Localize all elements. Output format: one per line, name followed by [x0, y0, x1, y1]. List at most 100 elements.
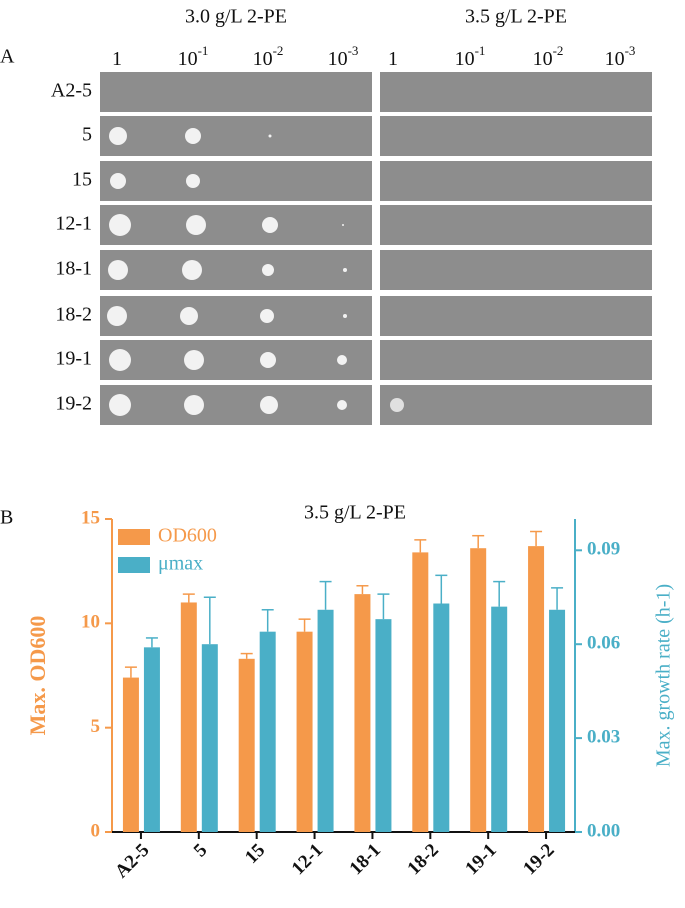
plate-strip — [380, 72, 652, 112]
plate-strip — [100, 385, 372, 425]
bar — [412, 552, 429, 832]
colony — [390, 398, 404, 412]
strain-label: 19-1 — [55, 348, 92, 370]
colony — [108, 260, 128, 280]
plate-strip — [100, 340, 372, 380]
bar — [354, 594, 371, 832]
colony — [262, 217, 278, 233]
bar — [238, 658, 255, 832]
error-bar — [261, 609, 274, 632]
x-tick-label: 18-2 — [403, 840, 442, 879]
dilution-exponent: -1 — [475, 43, 486, 58]
error-bar — [298, 618, 311, 632]
strain-label: 19-2 — [55, 393, 92, 415]
error-bar — [145, 637, 158, 648]
dilution-base: 10 — [605, 48, 625, 70]
x-tick-label: 19-2 — [519, 840, 558, 879]
error-bar — [356, 585, 369, 595]
plate-strip — [100, 116, 372, 156]
strain-label: 5 — [82, 124, 92, 146]
dilution-label: 10-2 — [533, 43, 564, 70]
y2-tick-label: 0.06 — [587, 633, 620, 654]
colony — [182, 260, 202, 280]
plate-strip — [380, 385, 652, 425]
dilution-label: 1 — [388, 48, 398, 70]
x-tick-label: 19-1 — [461, 840, 500, 879]
y-tick-label: 0 — [91, 820, 101, 841]
error-bar — [203, 596, 216, 645]
panel-label: B — [0, 507, 13, 529]
error-bar — [124, 666, 137, 678]
colony — [110, 173, 126, 189]
bar — [317, 609, 334, 832]
dilution-label: 10-1 — [178, 43, 209, 70]
dilution-base: 1 — [112, 48, 122, 70]
strain-label: 15 — [72, 169, 92, 191]
legend-label: μmax — [158, 553, 203, 575]
condition-label: 3.5 g/L 2-PE — [465, 6, 567, 28]
dilution-exponent: -1 — [198, 43, 209, 58]
dilution-exponent: -2 — [273, 43, 284, 58]
colony — [260, 309, 274, 323]
colony — [107, 306, 127, 326]
bar — [180, 602, 197, 832]
dilution-base: 10 — [178, 48, 198, 70]
colony — [262, 264, 274, 276]
bar — [143, 647, 160, 832]
bar — [491, 606, 508, 832]
strain-label: A2-5 — [51, 80, 92, 102]
plate-strip — [380, 161, 652, 201]
panel-label: A — [0, 46, 15, 68]
chart-title: 3.5 g/L 2-PE — [304, 502, 406, 524]
plate-strip — [380, 340, 652, 380]
dilution-base: 1 — [388, 48, 398, 70]
y-axis-label: Max. OD600 — [25, 616, 50, 736]
colony — [185, 128, 201, 144]
dilution-label: 10-1 — [455, 43, 486, 70]
plate-strip — [380, 205, 652, 245]
dilution-exponent: -2 — [553, 43, 564, 58]
legend-label: OD600 — [158, 525, 217, 547]
colony — [186, 174, 200, 188]
bar — [296, 631, 313, 832]
error-bar — [319, 580, 332, 610]
plate-strip — [100, 161, 372, 201]
bar — [470, 548, 487, 832]
error-bar — [435, 574, 448, 604]
y-tick-label: 15 — [81, 507, 100, 528]
bar — [201, 644, 218, 832]
dilution-label: 10-3 — [328, 43, 359, 70]
legend-swatch — [118, 529, 150, 545]
colony — [260, 352, 276, 368]
dilution-label: 1 — [112, 48, 122, 70]
dilution-base: 10 — [328, 48, 348, 70]
colony — [337, 355, 347, 365]
bar — [549, 609, 566, 832]
dilution-exponent: -3 — [348, 43, 359, 58]
colony — [184, 350, 204, 370]
plate-strip — [380, 296, 652, 336]
plate-strip — [100, 296, 372, 336]
bar — [122, 677, 139, 832]
error-bar — [493, 580, 506, 607]
plate-strip — [100, 250, 372, 290]
y2-tick-label: 0.03 — [587, 726, 620, 747]
bar — [433, 603, 450, 832]
error-bar — [472, 534, 485, 549]
y2-axis-label: Max. growth rate (h-1) — [653, 584, 675, 767]
bar — [375, 619, 392, 832]
colony — [184, 395, 204, 415]
dilution-label: 10-2 — [253, 43, 284, 70]
plate-strip — [380, 116, 652, 156]
x-tick-label: 12-1 — [288, 840, 327, 879]
legend-swatch — [118, 557, 150, 573]
colony — [337, 400, 347, 410]
colony — [109, 349, 131, 371]
plate-strip — [100, 205, 372, 245]
colony — [109, 394, 131, 416]
condition-label: 3.0 g/L 2-PE — [185, 6, 287, 28]
y2-tick-label: 0.09 — [587, 539, 620, 560]
error-bar — [182, 593, 195, 603]
error-bar — [551, 587, 564, 610]
x-tick-label: A2-5 — [111, 840, 153, 882]
